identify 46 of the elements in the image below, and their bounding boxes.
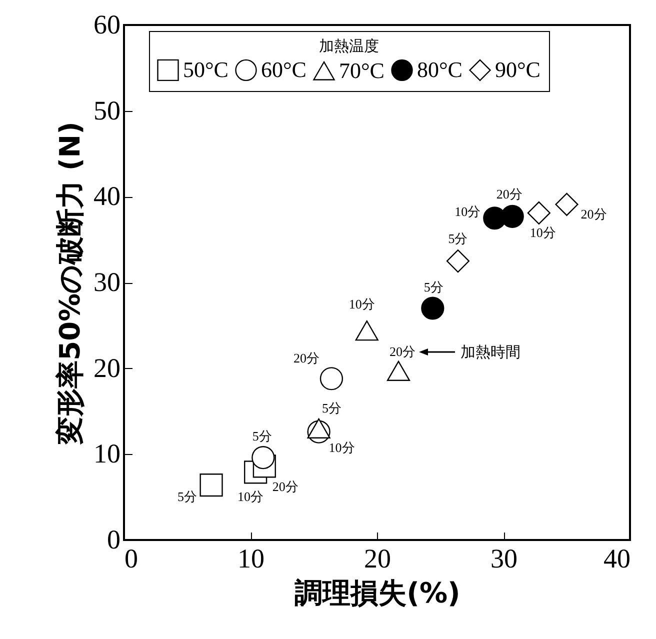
annotation: 10分 [454, 204, 481, 220]
legend-label: 60°C [261, 57, 306, 82]
point [421, 296, 444, 320]
x-axis-title: 調理損失(%) [294, 576, 460, 610]
annotation: 20分 [293, 350, 320, 366]
legend-label: 70°C [339, 58, 384, 83]
annotation: 20分 [390, 344, 416, 359]
point [500, 204, 524, 228]
annotation: 加熱時間 [460, 342, 521, 361]
point [446, 249, 470, 273]
x-tick-label: 40 [604, 544, 630, 574]
point [200, 474, 223, 497]
annotation: 10分 [348, 296, 375, 312]
annotation: 5分 [252, 428, 272, 444]
y-tick-label: 50 [94, 95, 120, 126]
y-tick-label: 40 [94, 181, 120, 212]
annotation: 5分 [424, 279, 444, 294]
x-tick-label: 10 [238, 544, 264, 574]
point [252, 446, 275, 470]
y-tick-label: 20 [94, 352, 120, 383]
point [320, 367, 344, 390]
point [527, 201, 550, 225]
point [386, 360, 410, 381]
y-tick-label: 30 [94, 267, 120, 297]
point [307, 418, 330, 439]
y-tick-label: 0 [107, 524, 120, 554]
legend-label: 50°C [183, 57, 228, 82]
annotation: 5分 [178, 489, 198, 504]
point [355, 320, 378, 341]
annotation: 10分 [328, 440, 355, 455]
y-tick-label: 10 [94, 438, 120, 469]
annotation: 20分 [496, 186, 522, 202]
annotation: 5分 [448, 231, 468, 246]
y-tick-label: 60 [94, 10, 120, 40]
x-tick-label: 20 [364, 544, 391, 574]
annotation: 5分 [322, 400, 342, 416]
legend-label: 80°C [417, 57, 462, 82]
annotation: 20分 [580, 206, 607, 222]
annotation: 10分 [238, 489, 264, 504]
legend-title: 加熱温度 [319, 37, 379, 55]
annotation: 20分 [272, 479, 298, 494]
legend-label: 90°C [495, 57, 540, 82]
x-tick-label: 30 [490, 544, 518, 574]
point [555, 192, 578, 216]
y-axis-title: 変形率50%の破断力 (N) [54, 122, 86, 446]
annotation: 10分 [530, 224, 556, 240]
